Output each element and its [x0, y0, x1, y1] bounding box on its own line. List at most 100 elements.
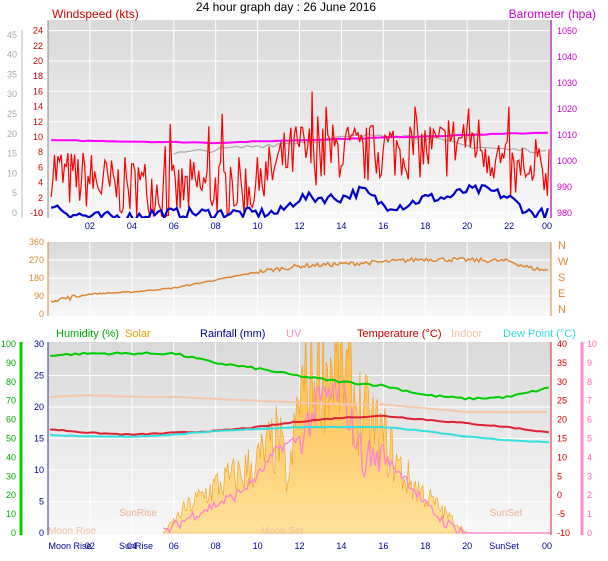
tick-label: 990 — [557, 182, 572, 192]
tick-label: 1040 — [557, 52, 577, 62]
series-indoor — [50, 394, 547, 414]
tick-label: 2 — [587, 490, 592, 500]
tick-label: 14 — [336, 541, 346, 551]
tick-label: 16 — [378, 541, 388, 551]
tick-label: 12 — [33, 117, 43, 127]
tick-label: 00 — [542, 541, 552, 551]
tick-label: 5 — [39, 497, 44, 507]
tick-label: 5 — [12, 188, 17, 198]
tick-label: 20 — [33, 56, 43, 66]
tick-label: 1 — [587, 509, 592, 519]
tick-label: 15 — [34, 434, 44, 444]
series-windspeed — [50, 91, 550, 218]
tick-label: 60 — [6, 415, 16, 425]
series-average-wind — [50, 183, 549, 218]
tick-label: 22 — [33, 41, 43, 51]
label-moon-rise: Moon Rise — [48, 541, 91, 551]
tick-label: 04 — [127, 221, 137, 231]
tick-label: 02 — [85, 221, 95, 231]
tick-label: 10 — [33, 132, 43, 142]
tick-label: 10 — [557, 452, 567, 462]
series-wind-direction — [50, 256, 549, 303]
tick-label: 270 — [29, 255, 44, 265]
tick-label: 15 — [7, 149, 17, 159]
tick-label: 7 — [587, 396, 592, 406]
tick-label: 80 — [6, 377, 16, 387]
panel-3-x-ticks: 02 04 06 08 10 12 14 16 18 20 00 — [85, 541, 552, 551]
tick-label: 18 — [420, 541, 430, 551]
tick-label: 0 — [557, 490, 562, 500]
tick-label: 0 — [11, 528, 16, 538]
tick-label: 20 — [6, 490, 16, 500]
panel-1-x-ticks: 02 04 06 08 10 12 14 16 18 20 22 00 — [85, 221, 552, 231]
tick-label: 25 — [34, 371, 44, 381]
tick-label: 1000 — [557, 156, 577, 166]
tick-label: 08 — [211, 221, 221, 231]
tick-label: 8 — [587, 377, 592, 387]
tick-label: 40 — [557, 339, 567, 349]
tick-label: 20 — [34, 402, 44, 412]
tick-label: 100 — [1, 339, 16, 349]
tick-label: 180 — [29, 273, 44, 283]
tick-label: 30 — [557, 377, 567, 387]
series-dew-point — [49, 425, 549, 444]
panel-3-temperature-ticks: -10 -5 0 5 10 15 20 25 30 35 40 — [557, 339, 570, 538]
panel-3-humidity-ticks: 0 10 20 30 40 50 60 70 80 90 100 — [1, 339, 16, 538]
tick-label: 1050 — [557, 26, 577, 36]
tick-label: 10 — [7, 168, 17, 178]
tick-label: 15 — [557, 434, 567, 444]
tick-label: 0 — [39, 309, 44, 319]
tick-label: 04 — [127, 541, 137, 551]
legend-indoor: Indoor — [451, 328, 483, 340]
label-sunset: SunSet — [489, 541, 519, 551]
tick-label: 90 — [6, 358, 16, 368]
compass-label: S — [558, 272, 565, 284]
tick-label: 5 — [587, 434, 592, 444]
legend-barometer: Barometer (hpa) — [509, 7, 596, 21]
tick-label: 6 — [38, 162, 43, 172]
tick-label: -10 — [30, 208, 43, 218]
tick-label: 12 — [294, 541, 304, 551]
tick-label: 20 — [7, 129, 17, 139]
tick-label: 06 — [169, 541, 179, 551]
tick-label: 25 — [557, 396, 567, 406]
tick-label: 35 — [557, 358, 567, 368]
tick-label: 1020 — [557, 104, 577, 114]
tick-label: 30 — [6, 471, 16, 481]
tick-label: 980 — [557, 208, 572, 218]
compass-label: E — [558, 288, 565, 300]
tick-label: 22 — [504, 221, 514, 231]
tick-label: 10 — [34, 465, 44, 475]
compass-label: N — [558, 240, 566, 252]
tick-label: 3 — [587, 471, 592, 481]
panel-1-barometer-ticks: 980 990 1000 1010 1020 1030 1040 1050 — [557, 26, 577, 218]
tick-label: 06 — [169, 221, 179, 231]
label-sunrise: SunRise — [119, 541, 153, 551]
tick-label: 10 — [253, 221, 263, 231]
tick-label: -10 — [557, 528, 570, 538]
tick-label: 0 — [587, 528, 592, 538]
tick-label: 16 — [378, 221, 388, 231]
tick-label: 9 — [587, 358, 592, 368]
tick-label: 8 — [38, 147, 43, 157]
series-temperature — [50, 414, 549, 436]
tick-label: 10 — [6, 509, 16, 519]
tick-label: 24 — [33, 26, 43, 36]
tick-label: 2 — [38, 193, 43, 203]
legend-temperature: Temperature (°C) — [357, 328, 441, 340]
tick-label: 360 — [29, 237, 44, 247]
tick-label: 20 — [557, 415, 567, 425]
tick-label: 1010 — [557, 130, 577, 140]
panel-1-outer-ticks: 0 5 10 15 20 25 30 35 40 45 — [7, 30, 17, 218]
label-moon-rise-faint: Moon Rise — [48, 526, 96, 537]
legend-solar: Solar — [125, 328, 151, 340]
series-wind-gust — [173, 132, 546, 155]
tick-label: -5 — [557, 509, 565, 519]
tick-label: 30 — [34, 339, 44, 349]
panel-2-degree-ticks: 0 90 180 270 360 — [29, 237, 44, 319]
label-sunrise-top: SunRise — [119, 508, 157, 519]
tick-label: 00 — [542, 221, 552, 231]
